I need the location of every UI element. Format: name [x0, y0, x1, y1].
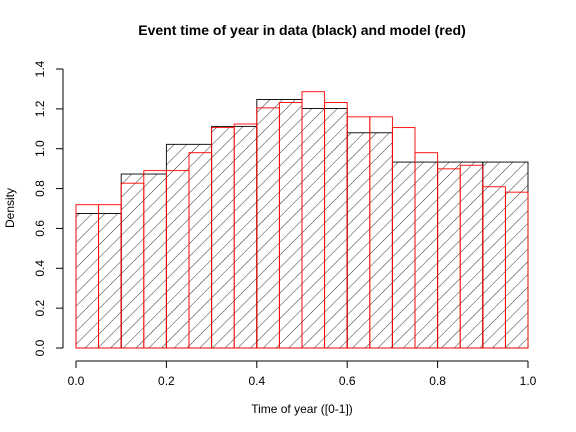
x-tick-label: 0.0 — [68, 374, 85, 388]
y-tick-label: 0.8 — [33, 180, 47, 197]
y-axis: 0.0 0.2 0.4 0.6 0.8 1.0 1.2 1.4 — [33, 60, 64, 356]
y-tick-label: 1.4 — [33, 60, 47, 77]
x-tick-label: 0.8 — [429, 374, 446, 388]
x-tick-label: 0.6 — [339, 374, 356, 388]
y-tick-label: 0.4 — [33, 260, 47, 277]
x-tick-label: 0.2 — [158, 374, 175, 388]
y-axis-label: Density — [3, 188, 17, 228]
x-tick-label: 1.0 — [520, 374, 537, 388]
y-tick-label: 1.0 — [33, 140, 47, 157]
model-histogram-series — [75, 91, 529, 349]
y-tick-label: 0.2 — [33, 299, 47, 316]
x-axis: 0.0 0.2 0.4 0.6 0.8 1.0 — [68, 360, 537, 388]
chart-title: Event time of year in data (black) and m… — [138, 22, 466, 38]
y-tick-label: 1.2 — [33, 100, 47, 117]
x-axis-label: Time of year ([0-1]) — [251, 402, 353, 416]
model-bar-19 — [504, 191, 529, 349]
y-tick-label: 0.6 — [33, 220, 47, 237]
x-tick-label: 0.4 — [248, 374, 265, 388]
y-tick-label: 0.0 — [33, 339, 47, 356]
